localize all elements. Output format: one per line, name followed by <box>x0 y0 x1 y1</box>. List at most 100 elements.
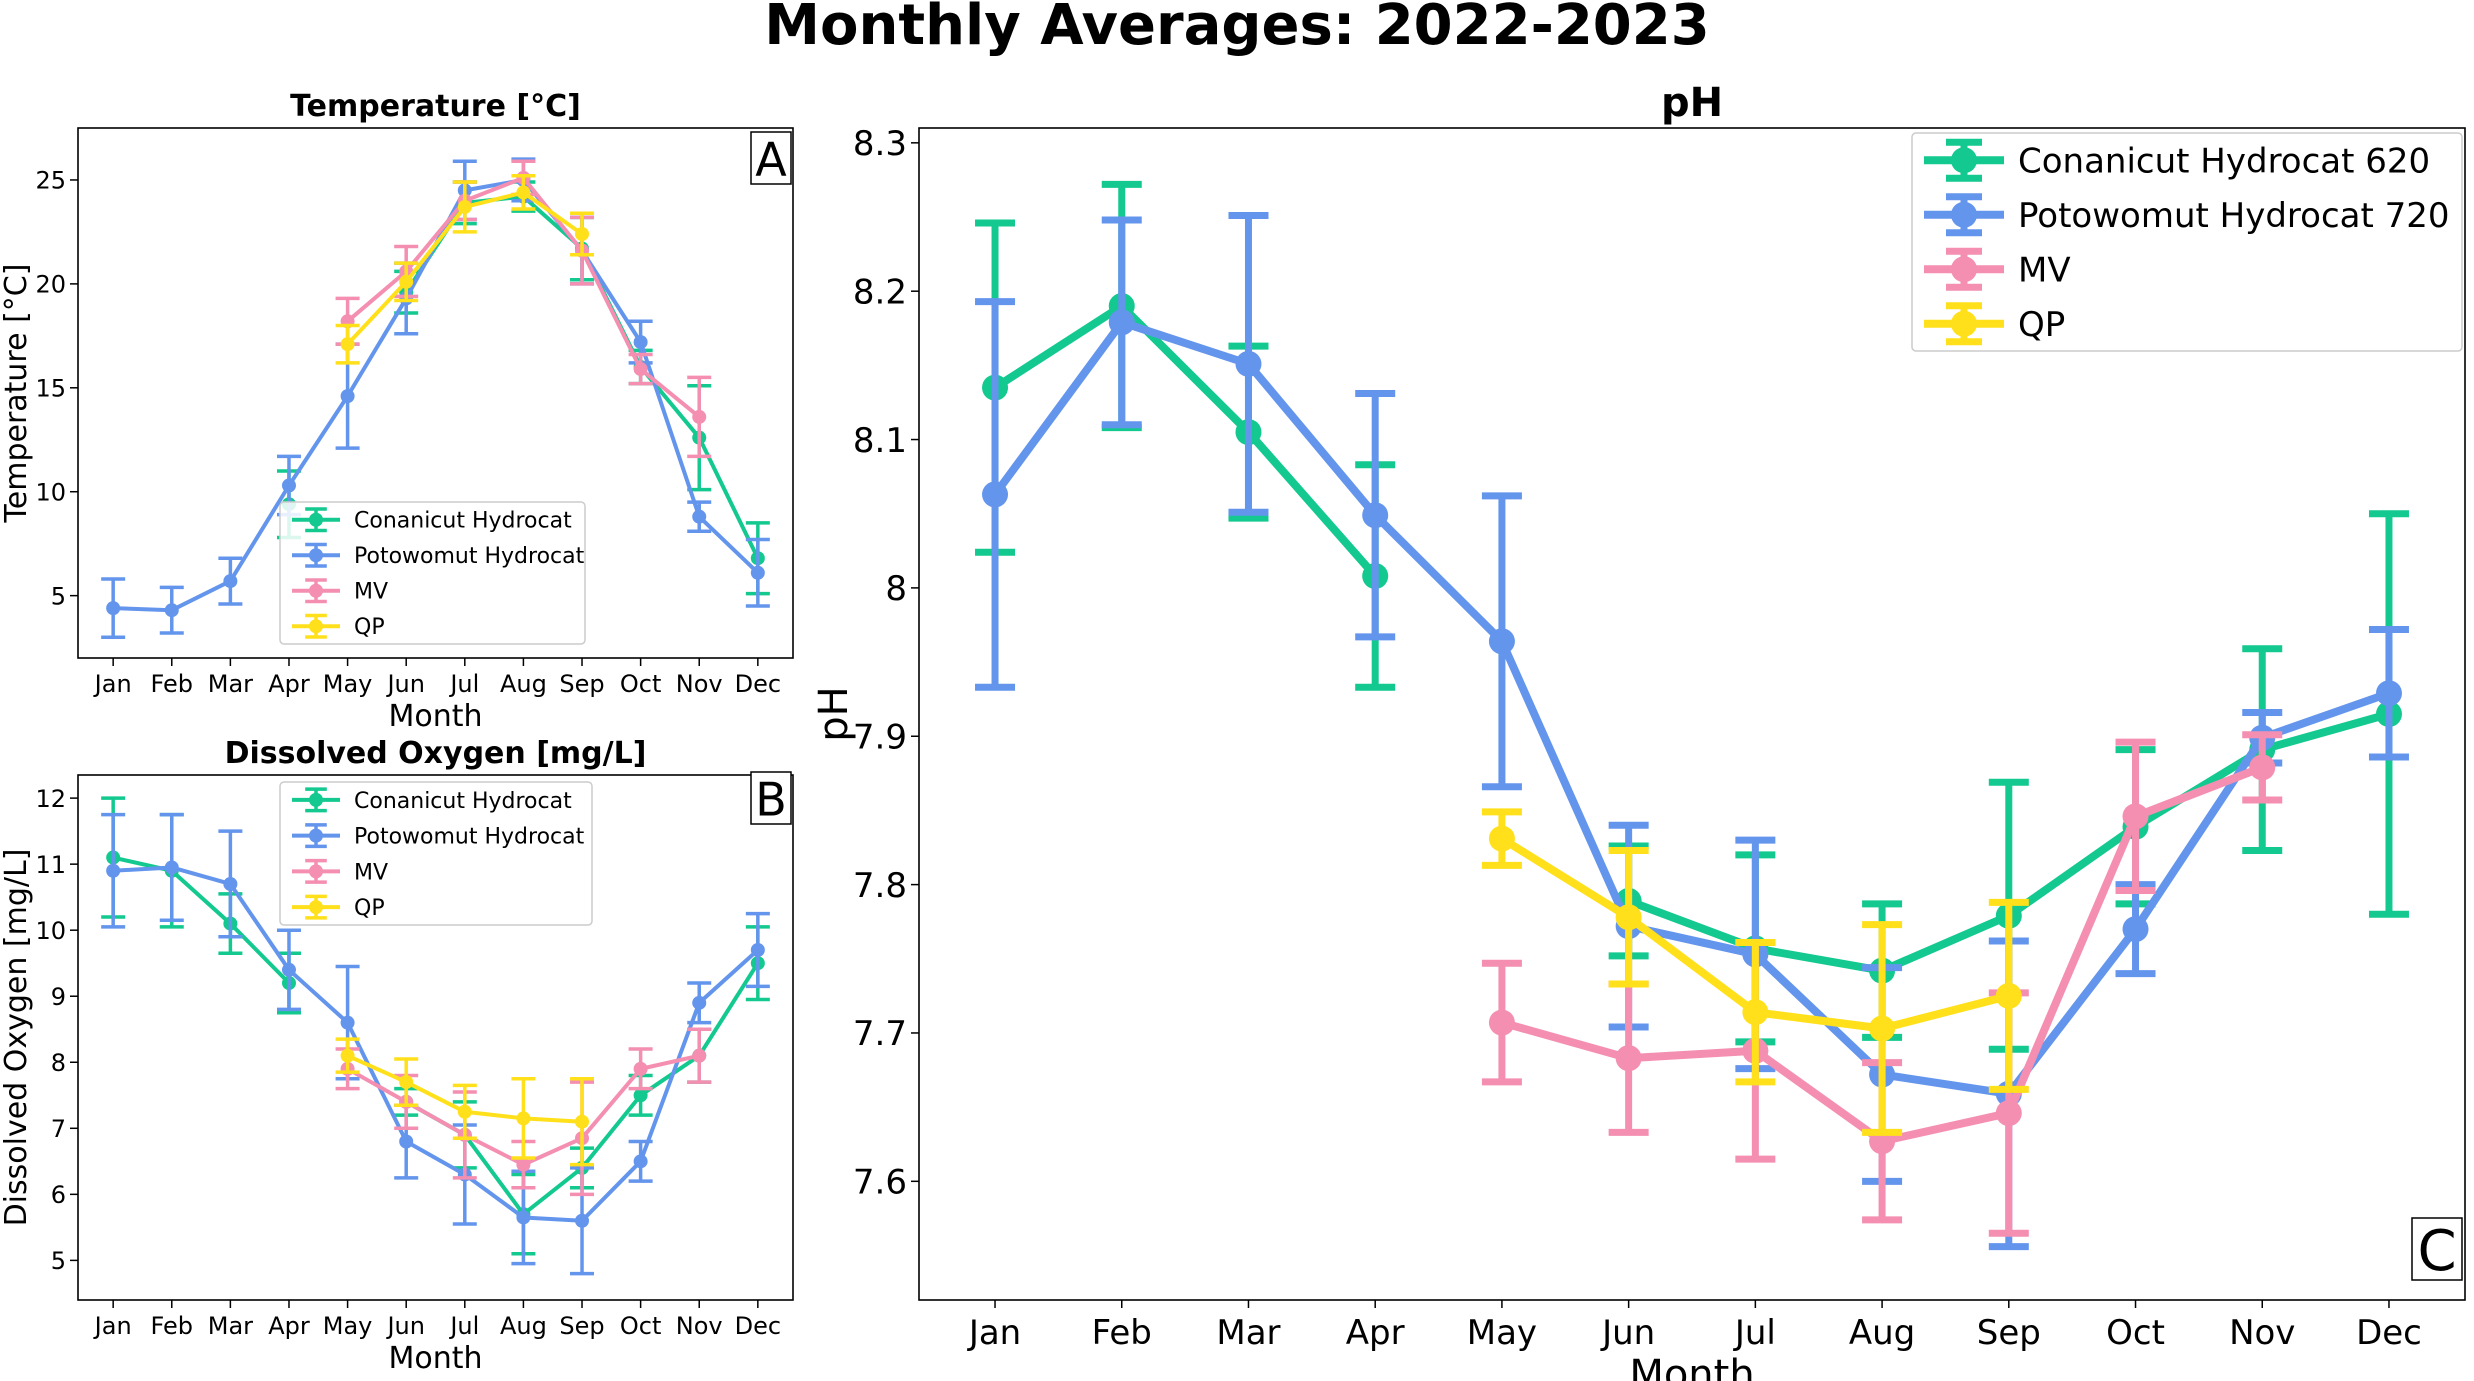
data-point <box>457 1104 472 1119</box>
series-line <box>112 855 291 985</box>
data-point <box>1362 502 1389 529</box>
data-point <box>692 995 707 1010</box>
legend-item: MV <box>292 858 388 885</box>
data-point <box>1995 982 2022 1009</box>
data-point <box>340 337 355 352</box>
y-tick-label: 20 <box>35 271 66 299</box>
series-qp <box>335 1037 595 1167</box>
legend: Conanicut Hydrocat Potowomut Hydrocat MV QP <box>279 501 586 645</box>
data-point <box>1742 999 1769 1026</box>
dissolved-oxygen-panel: Dissolved Oxygen [mg/L] Jan Feb Mar Apr May Ju… <box>0 736 794 1376</box>
x-tick-label: Nov <box>676 1312 723 1340</box>
y-tick-label: 7.7 <box>853 1014 907 1054</box>
figure-title: Monthly Averages: 2022-2023 <box>764 0 1709 58</box>
data-point <box>340 1048 355 1063</box>
legend-label: MV <box>2018 250 2071 290</box>
x-tick-label: Aug <box>1849 1313 1915 1353</box>
data-point <box>1869 1015 1896 1042</box>
data-point <box>223 876 238 891</box>
legend-item: QP <box>292 894 385 921</box>
x-tick-label: Jun <box>1600 1313 1655 1353</box>
temperature-panel: Temperature [°C] Jan Feb Mar Apr May Jun Jul Aug… <box>0 89 794 734</box>
x-tick-label: Aug <box>500 670 547 698</box>
legend-item: QP <box>292 613 385 640</box>
legend-item: Conanicut Hydrocat 620 <box>1924 138 2430 182</box>
x-tick-label: Sep <box>559 670 604 698</box>
y-tick-label: 11 <box>35 851 66 879</box>
x-tick-label: Mar <box>208 670 253 698</box>
y-tick-label: 7.6 <box>853 1163 907 1203</box>
series-line <box>992 302 1379 579</box>
x-tick-label: Feb <box>1092 1313 1152 1353</box>
x-tick-label: Mar <box>1216 1313 1280 1353</box>
x-tick-label: Aug <box>500 1312 547 1340</box>
data-point <box>575 1114 590 1129</box>
y-tick-label: 7 <box>51 1115 66 1143</box>
x-tick-label: Nov <box>676 670 723 698</box>
series-qp <box>1481 808 2029 1136</box>
x-tick-label: Dec <box>2356 1313 2422 1353</box>
data-point <box>516 1111 531 1126</box>
x-tick-label: Oct <box>620 1312 662 1340</box>
svg-text:A: A <box>755 133 787 187</box>
x-tick-label: Jun <box>385 670 425 698</box>
legend-item: Conanicut Hydrocat <box>292 787 572 814</box>
y-axis-label: pH <box>811 686 857 741</box>
svg-text:C: C <box>2417 1219 2456 1284</box>
x-tick-label: Apr <box>1346 1313 1405 1353</box>
legend-item: Potowomut Hydrocat 720 <box>1924 193 2450 237</box>
y-tick-label: 9 <box>51 983 66 1011</box>
x-tick-label: Apr <box>268 670 310 698</box>
legend-item: MV <box>292 578 388 605</box>
data-point <box>1488 1009 1515 1036</box>
x-tick-label: May <box>323 670 373 698</box>
data-point <box>633 1088 648 1103</box>
data-point <box>1488 628 1515 655</box>
y-tick-label: 5 <box>51 582 66 610</box>
legend-item: QP <box>1924 302 2065 346</box>
legend-label: Conanicut Hydrocat <box>354 509 572 534</box>
panel-letter: A <box>750 131 792 187</box>
panel-letter: C <box>2411 1217 2463 1284</box>
x-tick-label: Sep <box>1977 1313 2041 1353</box>
legend-label: Conanicut Hydrocat 620 <box>2018 141 2430 181</box>
data-point <box>340 389 355 404</box>
legend-label: Conanicut Hydrocat <box>354 789 572 814</box>
data-point <box>2375 680 2402 707</box>
x-tick-label: Nov <box>2229 1313 2295 1353</box>
y-tick-label: 7.8 <box>853 866 907 906</box>
svg-text:B: B <box>755 773 787 827</box>
data-point <box>516 1210 531 1225</box>
data-point <box>106 863 121 878</box>
y-tick-label: 5 <box>51 1247 66 1275</box>
data-point <box>750 565 765 580</box>
data-point <box>575 1213 590 1228</box>
x-tick-label: Oct <box>2106 1313 2165 1353</box>
data-point <box>106 601 121 616</box>
data-point <box>516 185 531 200</box>
x-tick-label: Jul <box>448 670 479 698</box>
ph-panel: pH Jan Feb Mar Apr May Jun Jul Aug Sep Oct Nov Dec 7.… <box>811 80 2466 1381</box>
panel-title: Dissolved Oxygen [mg/L] <box>225 736 647 771</box>
legend-label: MV <box>354 860 388 885</box>
data-point <box>633 1061 648 1076</box>
axes-frame <box>77 774 794 1301</box>
y-tick-label: 8 <box>51 1049 66 1077</box>
legend-label: MV <box>354 580 388 605</box>
legend-item: Potowomut Hydrocat <box>292 823 585 850</box>
panel-title: pH <box>1661 80 1723 126</box>
x-tick-label: Jul <box>1733 1313 1776 1353</box>
data-point <box>223 574 238 589</box>
axes-frame <box>918 127 2466 1301</box>
data-point <box>457 199 472 214</box>
data-point <box>281 962 296 977</box>
legend: Conanicut Hydrocat 620 Potowomut Hydrocat… <box>1911 132 2463 352</box>
data-point <box>399 1134 414 1149</box>
axes-frame <box>77 127 794 659</box>
x-tick-label: Jan <box>93 670 132 698</box>
data-point <box>164 603 179 618</box>
y-tick-label: 6 <box>51 1181 66 1209</box>
data-point <box>2249 754 2276 781</box>
x-tick-label: Sep <box>559 1312 604 1340</box>
legend-label: Potowomut Hydrocat <box>354 825 585 850</box>
